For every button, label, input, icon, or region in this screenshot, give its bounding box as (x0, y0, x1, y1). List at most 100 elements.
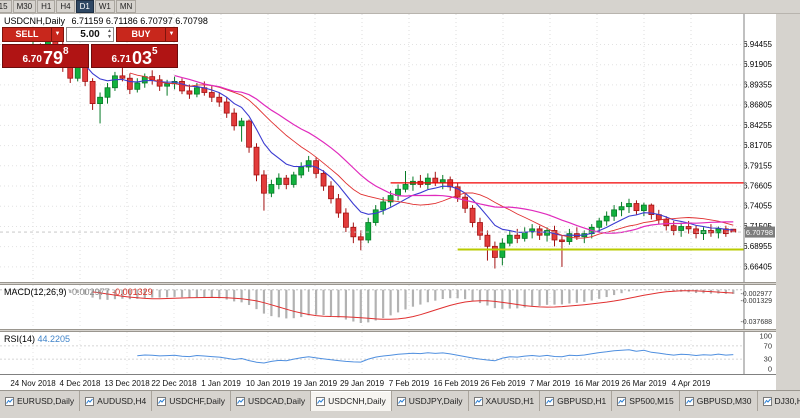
chart-icon (684, 396, 694, 406)
time-label: 29 Jan 2019 (339, 379, 385, 388)
chart-tab-gbpusd-m30[interactable]: GBPUSD,M30 (679, 391, 758, 411)
period-button-m30[interactable]: M30 (12, 0, 37, 13)
period-button-m15[interactable]: M15 (0, 0, 12, 13)
macd-panel[interactable]: -0.002977-0.001329 -0.037688 (0, 285, 776, 329)
svg-text:6.89355: 6.89355 (743, 80, 772, 89)
chart-tab-usdcnh-daily[interactable]: USDCNH,Daily (311, 391, 392, 411)
chart-tab-xauusd-h1[interactable]: XAUUSD,H1 (468, 391, 541, 411)
chart-tab-usdcad-daily[interactable]: USDCAD,Daily (231, 391, 312, 411)
chart-icon (762, 396, 772, 406)
period-button-h4[interactable]: H4 (56, 0, 75, 13)
chart-tab-sp500-m15[interactable]: SP500,M15 (612, 391, 680, 411)
time-label: 4 Apr 2019 (671, 379, 711, 388)
buy-price-button[interactable]: 6.71 03 5 (91, 44, 178, 68)
svg-text:-0.002977: -0.002977 (740, 291, 772, 298)
panel-splitter-1[interactable] (0, 282, 776, 285)
buy-price-pips: 03 (131, 48, 152, 68)
tab-label: AUDUSD,H4 (97, 396, 147, 406)
svg-text:6.74055: 6.74055 (743, 202, 772, 211)
svg-text:70: 70 (764, 341, 772, 350)
spin-down-icon[interactable]: ▼ (107, 34, 112, 40)
chart-icon (236, 396, 246, 406)
period-button-w1[interactable]: W1 (94, 0, 115, 13)
buy-price-base: 6.71 (111, 54, 131, 65)
sell-dropdown-icon[interactable]: ▼ (52, 27, 64, 42)
buy-dropdown-icon[interactable]: ▼ (166, 27, 178, 42)
svg-text:0: 0 (768, 365, 772, 374)
svg-text:6.94455: 6.94455 (743, 40, 772, 49)
sell-price-button[interactable]: 6.70 79 8 (2, 44, 89, 68)
chart-icon (316, 396, 326, 406)
chart-tab-audusd-h4[interactable]: AUDUSD,H4 (80, 391, 153, 411)
time-label: 24 Nov 2018 (10, 379, 56, 388)
chart-tab-eurusd-daily[interactable]: EURUSD,Daily (0, 391, 81, 411)
chart-tab-usdjpy-daily[interactable]: USDJPY,Daily (391, 391, 469, 411)
tab-label: USDJPY,Daily (408, 396, 463, 406)
svg-text:-0.001329: -0.001329 (740, 298, 772, 305)
time-label: 7 Feb 2019 (388, 379, 430, 388)
buy-button[interactable]: BUY (116, 27, 166, 42)
sell-price-pips: 79 (42, 48, 63, 68)
time-label: 1 Jan 2019 (201, 379, 241, 388)
time-label: 16 Mar 2019 (574, 379, 620, 388)
chart-icon (85, 396, 95, 406)
time-label: 16 Feb 2019 (433, 379, 479, 388)
chart-tabbar: EURUSD,Daily AUDUSD,H4 USDCHF,Daily USDCAD,… (0, 390, 800, 411)
svg-text:100: 100 (759, 332, 772, 341)
svg-text:-0.037688: -0.037688 (740, 319, 772, 326)
bottom-strip (0, 411, 800, 418)
chart-icon (473, 396, 483, 406)
time-label: 7 Mar 2019 (529, 379, 571, 388)
one-click-trading-panel: SELL ▼ 5.00 ▲ ▼ BUY ▼ 6.70 79 8 6.71 03 5 (2, 27, 178, 70)
svg-text:6.91905: 6.91905 (743, 60, 772, 69)
chart-tab-usdchf-daily[interactable]: USDCHF,Daily (152, 391, 232, 411)
trade-controls-row: SELL ▼ 5.00 ▲ ▼ BUY ▼ (2, 27, 178, 42)
tab-label: USDCHF,Daily (169, 396, 226, 406)
chart-tab-gbpusd-h1[interactable]: GBPUSD,H1 (540, 391, 613, 411)
tab-label: DJ30,H4 (774, 396, 800, 406)
time-label: 26 Mar 2019 (621, 379, 667, 388)
chart-icon (396, 396, 406, 406)
spin-up-icon[interactable]: ▲ (107, 28, 112, 34)
svg-text:6.81705: 6.81705 (743, 141, 772, 150)
svg-text:6.70798: 6.70798 (746, 228, 773, 237)
time-label: 26 Feb 2019 (480, 379, 526, 388)
tab-label: EURUSD,Daily (17, 396, 75, 406)
sell-price-point: 8 (62, 46, 69, 57)
volume-value: 5.00 (80, 29, 100, 40)
volume-input[interactable]: 5.00 ▲ ▼ (66, 27, 114, 42)
trade-prices-row: 6.70 79 8 6.71 03 5 (2, 44, 178, 68)
timeframe-toolbar: M15M30H1H4D1W1MN (0, 0, 800, 14)
svg-text:6.79155: 6.79155 (743, 161, 772, 170)
time-label: 19 Jan 2019 (292, 379, 338, 388)
chart-icon (545, 396, 555, 406)
svg-text:6.71505: 6.71505 (743, 222, 772, 231)
time-label: 22 Dec 2018 (151, 379, 197, 388)
period-button-h1[interactable]: H1 (37, 0, 56, 13)
tab-label: GBPUSD,H1 (557, 396, 607, 406)
buy-price-point: 5 (151, 46, 158, 57)
chart-icon (617, 396, 627, 406)
svg-text:6.66405: 6.66405 (743, 262, 772, 271)
svg-text:6.76605: 6.76605 (743, 182, 772, 191)
sell-button[interactable]: SELL (2, 27, 52, 42)
time-label: 13 Dec 2018 (104, 379, 150, 388)
tab-label: USDCNH,Daily (328, 396, 386, 406)
tab-label: XAUUSD,H1 (485, 396, 535, 406)
svg-text:6.84255: 6.84255 (743, 121, 772, 130)
svg-text:6.86805: 6.86805 (743, 101, 772, 110)
chart-tab-dj30-h4[interactable]: DJ30,H4 (757, 391, 800, 411)
sell-price-base: 6.70 (22, 54, 42, 65)
tab-label: GBPUSD,M30 (696, 396, 752, 406)
period-button-mn[interactable]: MN (115, 0, 137, 13)
tab-label: SP500,M15 (629, 396, 674, 406)
volume-spinner: ▲ ▼ (107, 28, 112, 40)
svg-text:6.68955: 6.68955 (743, 242, 772, 251)
time-label: 4 Dec 2018 (59, 379, 101, 388)
period-button-d1[interactable]: D1 (75, 0, 94, 13)
svg-text:30: 30 (764, 355, 772, 364)
panel-splitter-2[interactable] (0, 329, 776, 332)
time-label: 10 Jan 2019 (245, 379, 291, 388)
